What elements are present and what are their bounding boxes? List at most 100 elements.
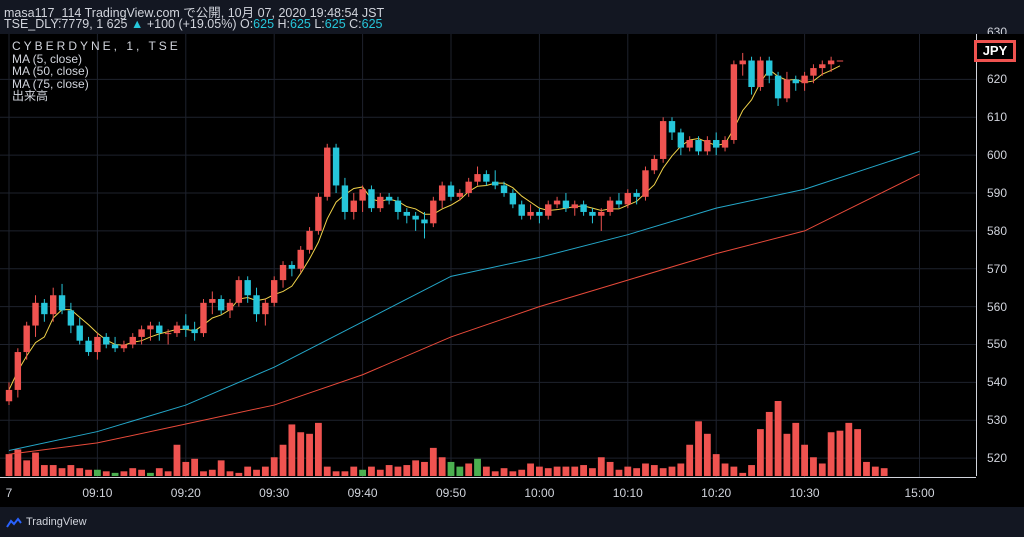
volume-bar <box>482 466 490 476</box>
legend-symbol[interactable]: CYBERDYNE, 1, TSE <box>12 39 181 53</box>
open-value: 625 <box>253 17 275 31</box>
volume-bar <box>253 469 260 476</box>
candle-body <box>836 60 844 62</box>
candle-body <box>766 60 773 76</box>
volume-bar <box>359 469 366 476</box>
volume-bar <box>217 460 225 476</box>
candle-body <box>748 60 755 88</box>
candle-body <box>456 193 464 197</box>
candle-body <box>156 325 163 334</box>
candle-body <box>14 352 22 390</box>
candle-body <box>447 185 455 197</box>
candle-body <box>253 295 260 315</box>
chart-plot[interactable] <box>0 34 976 477</box>
price-tick: 520 <box>987 451 1008 466</box>
time-axis[interactable]: 7 09:10 09:20 09:30 09:40 09:50 10:00 10:10 10:2… <box>0 477 976 508</box>
candle-body <box>553 200 561 205</box>
time-tick: 09:10 <box>82 486 113 500</box>
volume-bar <box>845 422 853 476</box>
volume-bar <box>279 444 287 476</box>
candle-body <box>129 336 136 345</box>
volume-bar <box>120 471 128 476</box>
volume-bar <box>606 461 614 476</box>
volume-bar <box>553 466 561 476</box>
candle-body <box>394 200 402 212</box>
volume-bar <box>721 463 729 476</box>
volume-bar <box>5 454 13 476</box>
volume-bar <box>49 465 57 476</box>
candle-body <box>324 147 331 197</box>
candle-body <box>598 211 605 216</box>
candle-body <box>438 185 446 201</box>
volume-bar <box>40 465 48 476</box>
volume-bar <box>164 471 172 476</box>
volume-bar <box>730 466 738 476</box>
currency-badge[interactable]: JPY <box>974 40 1016 62</box>
candle-body <box>306 230 313 250</box>
candle-body <box>341 185 349 212</box>
legend-ma50[interactable]: MA (50, close) <box>12 64 89 78</box>
candle-body <box>173 325 181 334</box>
volume-bar <box>774 401 782 476</box>
volume-bar <box>438 457 446 476</box>
candle-body <box>421 219 428 224</box>
candle-body <box>67 310 75 326</box>
candle-body <box>783 79 791 99</box>
time-tick: 10:20 <box>701 486 732 500</box>
candle-body <box>810 68 817 76</box>
price-tick: 560 <box>987 299 1008 314</box>
volume-bar <box>376 469 384 476</box>
candle-body <box>279 264 287 281</box>
legend-volume[interactable]: 出来高 <box>12 89 49 103</box>
volume-bar <box>792 422 800 476</box>
volume-bar <box>474 458 481 476</box>
candle-body <box>403 211 410 216</box>
volume-bar <box>394 466 402 476</box>
volume-bar <box>880 468 888 476</box>
price-tick: 610 <box>987 110 1008 125</box>
candle-body <box>642 170 649 197</box>
legend-ma5[interactable]: MA (5, close) <box>12 51 83 66</box>
volume-bar <box>235 472 243 476</box>
volume-bar <box>509 471 517 476</box>
price-axis[interactable]: 630 520 530 540 550 560 570 580 590 600 610 620 <box>976 25 1024 476</box>
volume-bar <box>182 461 190 476</box>
candle-body <box>465 181 472 194</box>
legend-ma75[interactable]: MA (75, close) <box>12 76 89 91</box>
candle-body <box>659 121 667 159</box>
volume-bar <box>173 444 181 476</box>
volume-bar <box>633 468 641 476</box>
price-tick: 580 <box>987 223 1008 238</box>
candle-body <box>571 204 578 209</box>
candle-body <box>474 174 481 182</box>
candle-body <box>226 302 234 311</box>
volume-bar <box>385 465 393 476</box>
ma50-line <box>8 150 920 451</box>
candle-body <box>819 64 826 69</box>
price-tick-partial: 630 <box>987 25 1008 34</box>
price-tick: 590 <box>987 186 1008 201</box>
volume-bar <box>642 463 649 476</box>
volume-bar <box>32 452 39 476</box>
ohlc-status: TSE_DLY:7779, 1 625 ▲ +100 (+19.05%) O:6… <box>4 17 383 31</box>
candle-body <box>200 302 207 334</box>
time-tick: 7 <box>5 486 13 500</box>
candle-body <box>651 158 658 171</box>
price-tick: 600 <box>987 148 1008 163</box>
volume-bar <box>712 454 720 476</box>
candle-body <box>332 147 340 186</box>
volume-bar <box>668 466 676 476</box>
candle-body <box>562 200 570 209</box>
chart-legend[interactable]: CYBERDYNE, 1, TSE MA (5, close) MA (50, … <box>12 40 181 103</box>
candle-body <box>23 325 30 353</box>
volume-bar <box>624 466 632 476</box>
candle-body <box>182 325 189 330</box>
volume-bar <box>836 430 844 476</box>
volume-bar <box>863 461 870 476</box>
price-tick: 550 <box>987 337 1008 352</box>
candle-body <box>271 280 278 303</box>
candle-body <box>94 336 101 353</box>
candle-body <box>792 79 799 84</box>
volume-bar <box>686 444 694 476</box>
ma75-line <box>8 173 920 455</box>
